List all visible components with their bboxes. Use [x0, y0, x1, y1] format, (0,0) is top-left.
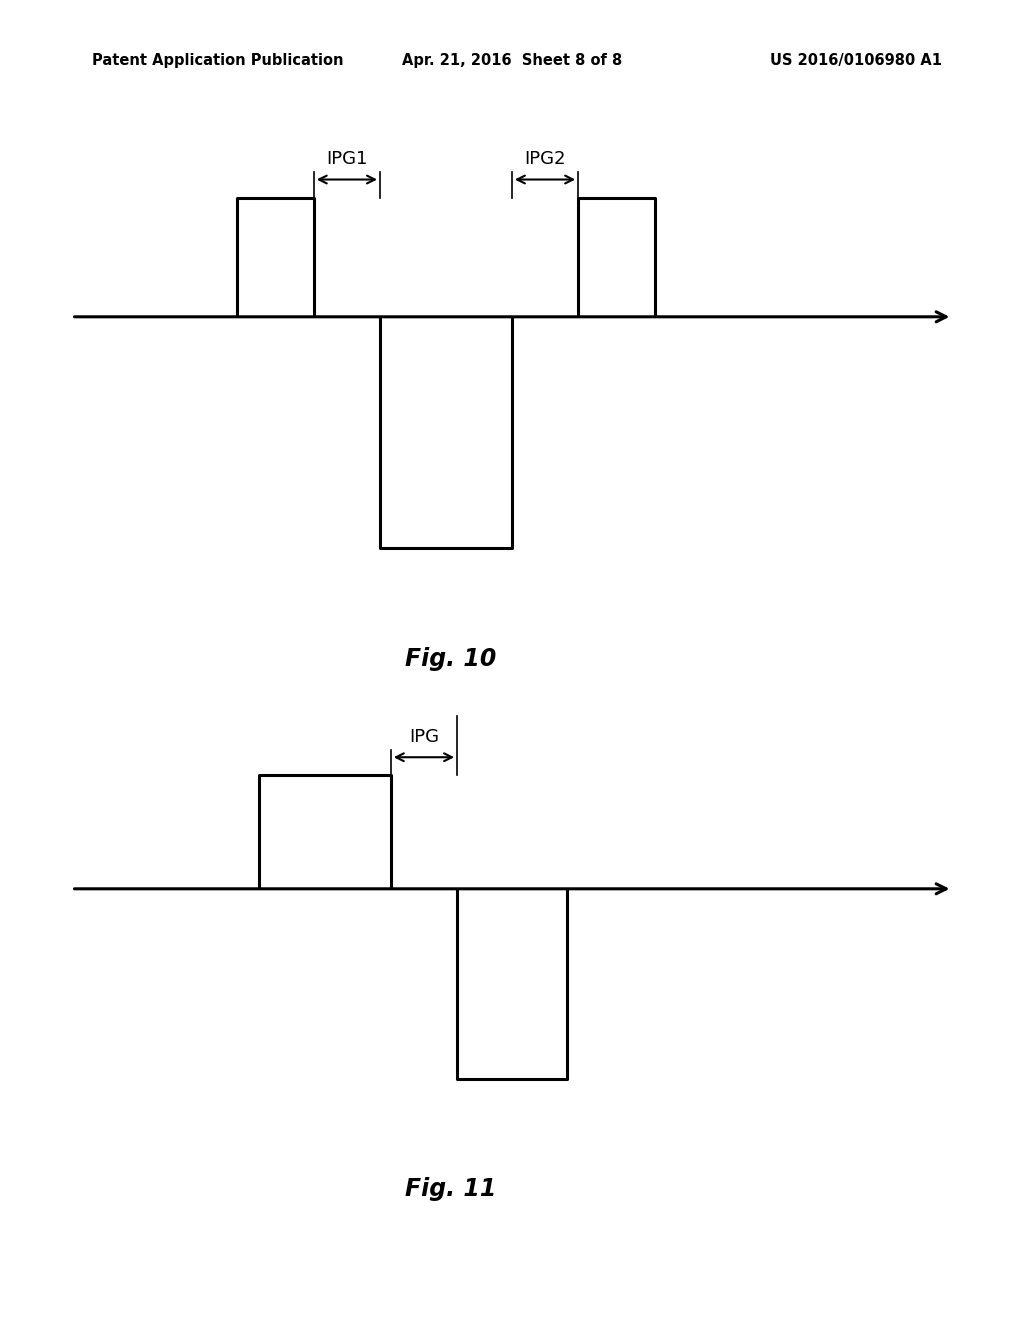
Text: IPG: IPG	[409, 727, 439, 746]
Text: Apr. 21, 2016  Sheet 8 of 8: Apr. 21, 2016 Sheet 8 of 8	[401, 53, 623, 67]
Text: IPG2: IPG2	[524, 149, 566, 168]
Text: IPG1: IPG1	[327, 149, 368, 168]
Text: Patent Application Publication: Patent Application Publication	[92, 53, 344, 67]
Text: Fig. 11: Fig. 11	[404, 1177, 497, 1201]
Text: US 2016/0106980 A1: US 2016/0106980 A1	[770, 53, 942, 67]
Text: Fig. 10: Fig. 10	[404, 647, 497, 671]
